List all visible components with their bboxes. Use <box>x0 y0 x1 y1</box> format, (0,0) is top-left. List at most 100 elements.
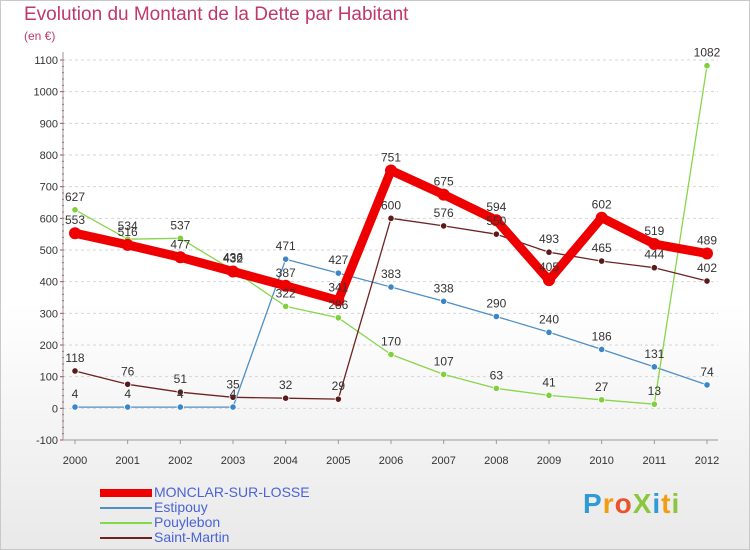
data-label: 594 <box>486 200 506 214</box>
data-label: 341 <box>328 280 348 294</box>
data-point <box>650 400 658 408</box>
legend-swatch-estipouy <box>100 506 152 509</box>
data-label: 338 <box>434 281 454 295</box>
data-label: 471 <box>276 239 296 253</box>
y-tick-label: 800 <box>40 150 58 162</box>
data-point <box>595 211 608 224</box>
y-tick-label: 600 <box>40 213 58 225</box>
data-label: 32 <box>279 378 293 392</box>
data-label: 675 <box>434 175 454 189</box>
data-label: 489 <box>697 233 717 247</box>
legend-item-estipouy[interactable]: Estipouy <box>100 500 310 515</box>
legend-label-saint-martin: Saint-Martin <box>154 529 230 545</box>
data-label: 427 <box>328 253 348 267</box>
brand-letter: t <box>661 488 672 519</box>
data-label: 4 <box>72 387 79 401</box>
y-tick-label: 100 <box>40 372 58 384</box>
data-label: 35 <box>226 377 240 391</box>
data-label: 4 <box>230 387 237 401</box>
data-label: 41 <box>542 375 556 389</box>
data-point <box>598 396 606 404</box>
data-label: 4 <box>177 387 184 401</box>
data-point <box>71 367 79 375</box>
data-point <box>121 238 134 251</box>
data-point <box>703 62 711 70</box>
data-label: 751 <box>381 151 401 165</box>
data-point <box>440 370 448 379</box>
data-label: 4 <box>124 387 131 401</box>
data-label: 63 <box>490 368 504 382</box>
data-label: 74 <box>700 365 714 379</box>
data-point <box>227 265 239 278</box>
brand-letter: i <box>652 488 662 519</box>
data-point <box>650 264 658 272</box>
data-label: 76 <box>121 364 135 378</box>
data-label: 131 <box>644 347 664 361</box>
data-point <box>176 234 184 242</box>
x-tick-label: 2000 <box>63 455 87 467</box>
data-point <box>703 381 711 389</box>
data-point <box>387 214 395 222</box>
data-label: 170 <box>381 335 401 349</box>
data-point <box>387 350 395 359</box>
data-point <box>598 257 606 265</box>
data-point <box>701 247 713 260</box>
data-point <box>176 388 184 396</box>
data-point <box>703 277 711 285</box>
data-point <box>282 302 290 310</box>
legend-item-monclar[interactable]: MONCLAR-SUR-LOSSE <box>100 485 310 500</box>
data-point <box>598 345 606 354</box>
data-label: 13 <box>648 384 662 398</box>
data-point <box>440 297 448 305</box>
data-label: 405 <box>539 260 559 274</box>
data-label: 290 <box>486 297 506 311</box>
data-label: 322 <box>276 286 296 300</box>
legend-item-saint-martin[interactable]: Saint-Martin <box>100 530 310 545</box>
data-label: 465 <box>592 241 612 255</box>
legend-swatch-saint-martin <box>100 536 152 539</box>
data-point <box>490 214 503 227</box>
brand-letter: X <box>632 488 653 519</box>
brand-letter: r <box>602 488 615 519</box>
data-label: 534 <box>118 219 138 233</box>
data-label: 444 <box>644 248 664 262</box>
data-point <box>282 255 290 263</box>
data-point <box>69 227 81 240</box>
x-tick-label: 2008 <box>484 455 508 467</box>
brand-letter: P <box>583 488 603 519</box>
data-label: 240 <box>539 312 559 326</box>
data-label: 550 <box>486 214 506 228</box>
data-label: 387 <box>276 266 296 280</box>
data-label: 118 <box>65 351 84 365</box>
data-label: 27 <box>595 380 609 394</box>
y-tick-label: -100 <box>36 435 58 447</box>
data-label: 186 <box>592 329 612 343</box>
data-label: 537 <box>170 218 190 232</box>
data-label: 477 <box>170 237 190 251</box>
data-label: 402 <box>697 261 717 275</box>
legend-label-estipouy: Estipouy <box>154 499 208 515</box>
y-tick-label: 700 <box>40 182 58 194</box>
data-point <box>176 403 184 411</box>
data-label: 493 <box>539 232 559 246</box>
x-tick-label: 2005 <box>326 455 350 467</box>
x-tick-label: 2001 <box>115 455 139 467</box>
data-point <box>492 230 500 238</box>
data-label: 1082 <box>694 46 721 60</box>
data-point <box>545 248 553 256</box>
data-point <box>124 403 132 411</box>
y-tick-label: 1000 <box>34 87 58 99</box>
y-tick-label: 0 <box>52 403 58 415</box>
x-tick-label: 2004 <box>273 455 297 467</box>
data-point <box>334 395 342 403</box>
x-tick-label: 2009 <box>537 455 561 467</box>
data-point <box>437 188 450 201</box>
data-label: 627 <box>65 190 85 204</box>
data-label: 602 <box>592 198 612 212</box>
x-tick-label: 2010 <box>589 455 613 467</box>
series-line <box>74 258 708 408</box>
data-point <box>543 274 555 287</box>
legend-item-pouylebon[interactable]: Pouylebon <box>100 515 310 530</box>
data-point <box>174 251 187 264</box>
legend-swatch-monclar <box>100 488 152 497</box>
